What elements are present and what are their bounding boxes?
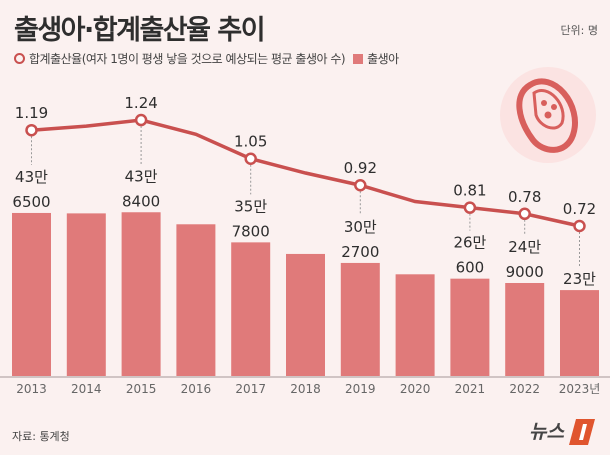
legend-line-label: 합계출산율(여자 1명이 평생 낳을 것으로 예상되는 평균 출생아 수) — [29, 52, 346, 66]
birth-value-label: 23만 — [563, 270, 596, 288]
birth-value-label: 24만 — [508, 238, 541, 256]
bar-2022 — [505, 282, 545, 376]
tfr-value-label: 0.72 — [563, 200, 596, 218]
bar-2016 — [176, 224, 216, 376]
tfr-value-label: 1.19 — [15, 104, 48, 122]
birth-value-label: 6500 — [12, 193, 50, 211]
birth-value-label: 2700 — [341, 243, 379, 261]
tfr-point — [518, 207, 531, 221]
bar-2015 — [121, 212, 161, 376]
x-tick-label: 2018 — [290, 382, 321, 396]
legend: 합계출산율(여자 1명이 평생 낳을 것으로 예상되는 평균 출생아 수) 출생… — [14, 50, 399, 67]
tfr-value-label: 0.92 — [344, 159, 377, 177]
news1-logo: 뉴스 — [529, 418, 596, 446]
x-tick-label: 2015 — [126, 382, 157, 396]
birth-value-label: 600 — [456, 259, 485, 277]
birth-value-label: 43만 — [125, 167, 158, 185]
bar-2014 — [66, 213, 106, 376]
x-tick-label: 2020 — [400, 382, 431, 396]
birth-value-label: 9000 — [506, 263, 544, 281]
tfr-value-label: 0.81 — [453, 182, 486, 200]
birth-value-label: 8400 — [122, 192, 160, 210]
tfr-point — [25, 123, 38, 137]
x-tick-label: 2017 — [235, 382, 266, 396]
x-tick-label: 2023년 — [559, 382, 601, 396]
tfr-value-label: 1.24 — [124, 94, 157, 112]
legend-line-marker-icon — [14, 53, 25, 64]
birth-value-label: 7800 — [232, 222, 270, 240]
legend-bar-swatch-icon — [353, 53, 364, 64]
logo-wordmark: 뉴스 — [529, 421, 564, 443]
tfr-value-label: 1.05 — [234, 133, 267, 151]
source-note: 자료: 통계청 — [12, 430, 70, 443]
tfr-point — [463, 201, 477, 214]
x-tick-label: 2022 — [509, 382, 540, 396]
birth-value-label: 30만 — [344, 218, 377, 236]
tfr-point — [354, 178, 367, 192]
x-tick-label: 2014 — [71, 382, 102, 396]
tfr-point — [573, 219, 586, 233]
unit-label: 단위: 명 — [560, 24, 598, 37]
logo-badge-icon — [568, 418, 596, 446]
birth-value-label: 26만 — [453, 234, 486, 252]
x-tick-label: 2013 — [16, 382, 47, 396]
bar-2013 — [12, 212, 51, 376]
bar-2019 — [340, 262, 380, 376]
bar-2017 — [231, 242, 271, 376]
birth-value-label: 35만 — [234, 197, 267, 215]
tfr-value-label: 0.78 — [508, 188, 541, 206]
legend-bar-label: 출생아 — [367, 52, 399, 66]
bar-2020 — [395, 274, 435, 376]
x-tick-label: 2019 — [345, 382, 376, 396]
chart-title: 출생아·합계출산율 추이 — [14, 15, 266, 46]
birth-value-label: 43만 — [15, 168, 48, 186]
tfr-point — [244, 152, 257, 165]
bar-2021 — [450, 278, 490, 376]
tfr-line — [31, 118, 580, 228]
baby-icon — [500, 67, 596, 163]
bar-2018 — [286, 253, 325, 376]
x-tick-label: 2016 — [181, 382, 212, 396]
x-tick-label: 2021 — [455, 382, 486, 396]
bar-2023년 — [560, 290, 599, 376]
tfr-point — [134, 113, 148, 127]
